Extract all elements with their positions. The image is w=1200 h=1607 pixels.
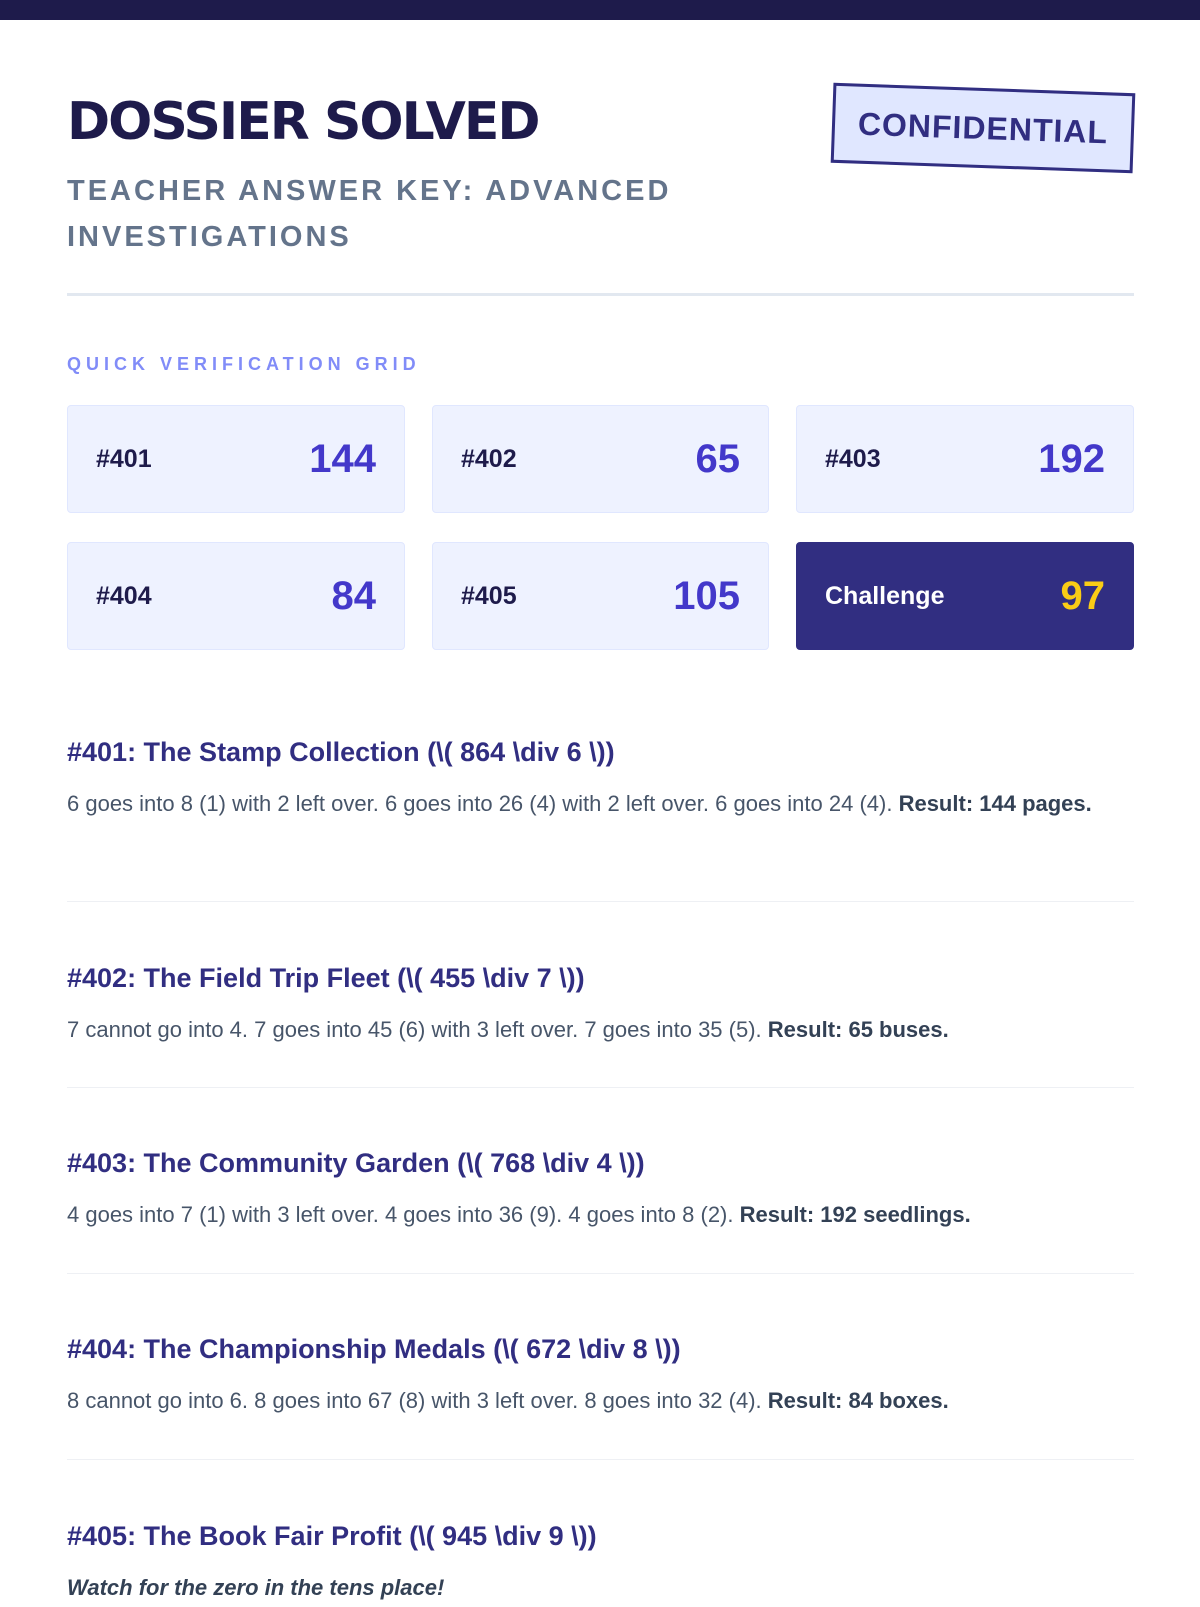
section-divider <box>67 1459 1134 1460</box>
result-text: Result: 144 pages. <box>898 791 1092 816</box>
answer-section-403: #403: The Community Garden (\( 768 \div … <box>67 1145 1134 1234</box>
grid-cell-403: #403 192 <box>796 405 1134 513</box>
grid-cell-404: #404 84 <box>67 542 405 650</box>
section-divider <box>67 901 1134 902</box>
cell-value: 105 <box>673 573 740 618</box>
grid-cell-405: #405 105 <box>432 542 769 650</box>
explanation-text: 8 cannot go into 6. 8 goes into 67 (8) w… <box>67 1388 768 1413</box>
cell-id: Challenge <box>825 581 945 610</box>
cell-value: 192 <box>1038 436 1105 481</box>
section-heading: #405: The Book Fair Profit (\( 945 \div … <box>67 1521 597 1551</box>
cell-id: #404 <box>96 581 152 610</box>
grid-cell-challenge: Challenge 97 <box>796 542 1134 650</box>
section-heading: #404: The Championship Medals (\( 672 \d… <box>67 1334 681 1364</box>
section-explanation: 7 cannot go into 4. 7 goes into 45 (6) w… <box>67 1010 1134 1049</box>
answer-section-402: #402: The Field Trip Fleet (\( 455 \div … <box>67 960 1134 1049</box>
cell-id: #403 <box>825 444 881 473</box>
explanation-text: 7 cannot go into 4. 7 goes into 45 (6) w… <box>67 1017 768 1042</box>
hint-note: Watch for the zero in the tens place! <box>67 1575 445 1600</box>
section-heading: #402: The Field Trip Fleet (\( 455 \div … <box>67 963 585 993</box>
explanation-text: 4 goes into 7 (1) with 3 left over. 4 go… <box>67 1202 740 1227</box>
grid-cell-401: #401 144 <box>67 405 405 513</box>
section-explanation: 4 goes into 7 (1) with 3 left over. 4 go… <box>67 1195 1134 1234</box>
top-bar <box>0 0 1200 20</box>
section-explanation: 6 goes into 8 (1) with 2 left over. 6 go… <box>67 784 1134 823</box>
cell-id: #402 <box>461 444 517 473</box>
section-divider <box>67 1087 1134 1088</box>
cell-id: #401 <box>96 444 152 473</box>
cell-id: #405 <box>461 581 517 610</box>
result-text: Result: 192 seedlings. <box>739 1202 971 1227</box>
section-heading: #403: The Community Garden (\( 768 \div … <box>67 1148 645 1178</box>
cell-value: 84 <box>331 573 377 618</box>
result-text: Result: 65 buses. <box>767 1017 949 1042</box>
answer-section-401: #401: The Stamp Collection (\( 864 \div … <box>67 734 1134 823</box>
header-divider <box>67 293 1134 296</box>
confidential-stamp: CONFIDENTIAL <box>830 82 1136 174</box>
result-text: Result: 84 boxes. <box>767 1388 949 1413</box>
section-explanation: 8 cannot go into 6. 8 goes into 67 (8) w… <box>67 1381 1134 1420</box>
cell-value: 65 <box>695 436 741 481</box>
page-subtitle: TEACHER ANSWER KEY: ADVANCED INVESTIGATI… <box>67 175 672 253</box>
grid-label: QUICK VERIFICATION GRID <box>67 354 421 374</box>
page-title: DOSSIER SOLVED <box>67 92 541 152</box>
explanation-text: 6 goes into 8 (1) with 2 left over. 6 go… <box>67 791 899 816</box>
section-explanation: Watch for the zero in the tens place! <box>67 1568 1134 1607</box>
answer-section-405: #405: The Book Fair Profit (\( 945 \div … <box>67 1518 1134 1607</box>
answer-section-404: #404: The Championship Medals (\( 672 \d… <box>67 1331 1134 1420</box>
cell-value: 97 <box>1060 573 1106 618</box>
cell-value: 144 <box>309 436 376 481</box>
section-heading: #401: The Stamp Collection (\( 864 \div … <box>67 737 615 767</box>
section-divider <box>67 1273 1134 1274</box>
grid-cell-402: #402 65 <box>432 405 769 513</box>
